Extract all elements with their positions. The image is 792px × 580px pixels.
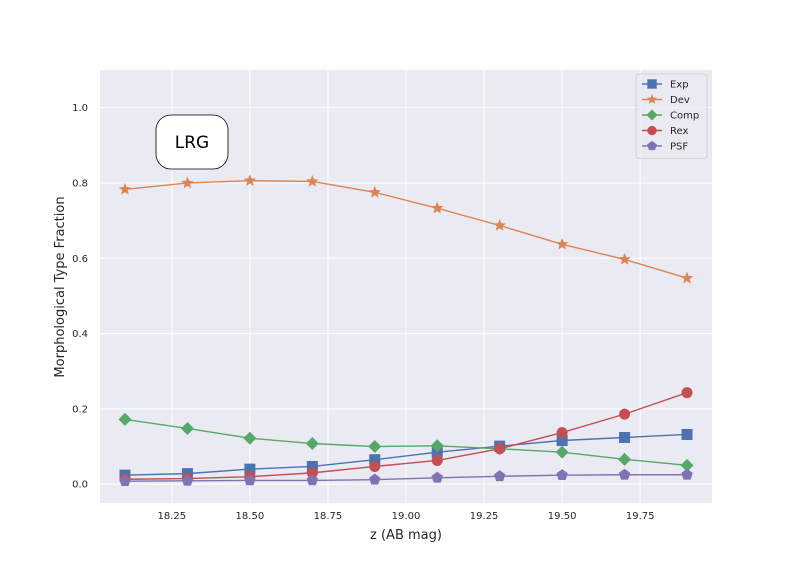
- data-point-psf: [681, 468, 693, 480]
- data-point-comp: [180, 421, 194, 435]
- data-point-psf: [618, 468, 631, 480]
- y-tick-label: 1.0: [72, 103, 88, 114]
- data-point-exp: [556, 434, 568, 446]
- legend-marker-dev: [646, 93, 658, 104]
- data-point-comp: [430, 439, 444, 453]
- y-tick-label: 0.6: [72, 254, 88, 265]
- data-point-exp: [244, 463, 256, 475]
- series-line-exp: [124, 433, 688, 476]
- data-point-comp: [555, 445, 569, 459]
- data-point-psf: [431, 471, 443, 483]
- x-tick-label: 18.25: [157, 511, 186, 522]
- y-tick-label: 0.0: [72, 480, 88, 491]
- x-axis: 18.25 18.50 18.75 19.00 19.25 19.50 19.75: [157, 511, 654, 522]
- data-point-dev: [243, 174, 257, 186]
- legend-marker-exp: [647, 79, 657, 89]
- y-tick-label: 0.8: [72, 178, 88, 189]
- data-point-psf: [181, 474, 194, 486]
- data-point-exp: [306, 460, 318, 472]
- data-point-comp: [680, 458, 694, 472]
- data-point-dev: [493, 219, 506, 231]
- data-point-exp: [619, 431, 631, 443]
- grid: [100, 70, 712, 503]
- data-point-dev: [431, 201, 444, 214]
- x-tick-label: 19.25: [470, 511, 499, 522]
- data-point-dev: [368, 185, 381, 198]
- data-point-comp: [305, 437, 319, 451]
- data-point-comp: [368, 440, 382, 454]
- x-tick-label: 19.00: [392, 511, 421, 522]
- data-point-psf: [244, 474, 256, 486]
- data-point-comp: [118, 412, 132, 426]
- legend-label-dev: Dev: [670, 95, 690, 106]
- data-point-rex: [619, 408, 631, 420]
- annotation-label: LRG: [175, 133, 209, 153]
- data-point-psf: [119, 475, 131, 487]
- y-axis-label: Morphological Type Fraction: [53, 196, 68, 377]
- series-markers: [118, 174, 694, 487]
- annotation-box: LRG: [155, 114, 229, 170]
- data-point-comp: [618, 452, 632, 466]
- series-line-rex: [124, 392, 688, 480]
- data-point-rex: [556, 427, 568, 439]
- data-point-rex: [431, 454, 443, 466]
- legend-label-psf: PSF: [670, 142, 688, 153]
- data-point-psf: [556, 469, 568, 480]
- legend: Exp Dev Comp Rex PSF: [635, 73, 708, 159]
- series-lines: [124, 179, 688, 482]
- legend-frame: [635, 73, 708, 159]
- series-line-comp: [124, 418, 688, 467]
- legend-marker-psf: [647, 140, 657, 151]
- series-line-psf: [124, 474, 688, 482]
- legend-label-rex: Rex: [670, 126, 688, 137]
- data-point-psf: [306, 474, 319, 486]
- legend-label-comp: Comp: [670, 111, 699, 122]
- legend-marker-rex: [647, 125, 657, 136]
- data-point-psf: [369, 473, 381, 485]
- data-point-rex: [494, 443, 506, 455]
- data-point-exp: [369, 454, 381, 466]
- series-line-dev: [124, 179, 688, 279]
- legend-marker-comp: [646, 109, 658, 121]
- y-tick-label: 0.4: [72, 329, 88, 340]
- data-point-dev: [680, 271, 694, 284]
- data-point-rex: [306, 467, 318, 479]
- data-point-exp: [681, 428, 693, 440]
- data-point-dev: [181, 176, 194, 189]
- x-axis-label: z (AB mag): [370, 528, 442, 543]
- y-tick-label: 0.2: [72, 404, 88, 415]
- x-tick-label: 18.75: [314, 511, 343, 522]
- data-point-psf: [493, 470, 506, 482]
- data-point-rex: [681, 387, 693, 399]
- data-point-dev: [306, 174, 319, 187]
- data-point-comp: [243, 431, 257, 445]
- x-tick-label: 18.50: [236, 511, 265, 522]
- x-tick-label: 19.75: [626, 511, 655, 522]
- x-tick-label: 19.50: [548, 511, 577, 522]
- data-point-rex: [369, 460, 381, 472]
- data-point-dev: [618, 252, 631, 265]
- y-axis: 0.0 0.2 0.4 0.6 0.8 1.0: [72, 103, 88, 491]
- data-point-dev: [118, 182, 132, 195]
- legend-label-exp: Exp: [670, 80, 689, 91]
- data-point-dev: [555, 237, 569, 250]
